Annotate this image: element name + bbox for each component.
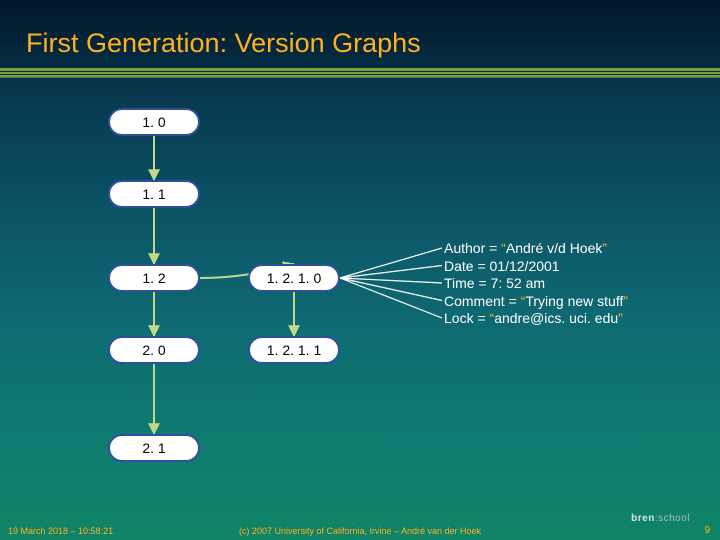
node-n11: 1. 1	[108, 180, 200, 208]
node-b11: 1. 2. 1. 1	[248, 336, 340, 364]
title-underline	[0, 68, 720, 78]
logo: bren:school	[631, 513, 690, 524]
footer-date: 19 March 2018 – 10:58:21	[8, 526, 113, 536]
footer-copyright: (c) 2007 University of California, Irvin…	[239, 526, 481, 536]
meta-line-comment: Comment = “Trying new stuff”	[444, 293, 628, 311]
metadata-block: Author = “André v/d Hoek”Date = 01/12/20…	[444, 240, 628, 328]
node-n12: 1. 2	[108, 264, 200, 292]
node-n21: 2. 1	[108, 434, 200, 462]
meta-line-lock: Lock = “andre@ics. uci. edu”	[444, 310, 628, 328]
page-title: First Generation: Version Graphs	[26, 28, 421, 59]
node-n20: 2. 0	[108, 336, 200, 364]
meta-line-author: Author = “André v/d Hoek”	[444, 240, 628, 258]
node-n10: 1. 0	[108, 108, 200, 136]
meta-line-time: Time = 7: 52 am	[444, 275, 628, 293]
slide: First Generation: Version Graphs 1. 0 1. …	[0, 0, 720, 540]
footer-page-number: 9	[704, 525, 710, 536]
node-b10: 1. 2. 1. 0	[248, 264, 340, 292]
meta-line-date: Date = 01/12/2001	[444, 258, 628, 276]
